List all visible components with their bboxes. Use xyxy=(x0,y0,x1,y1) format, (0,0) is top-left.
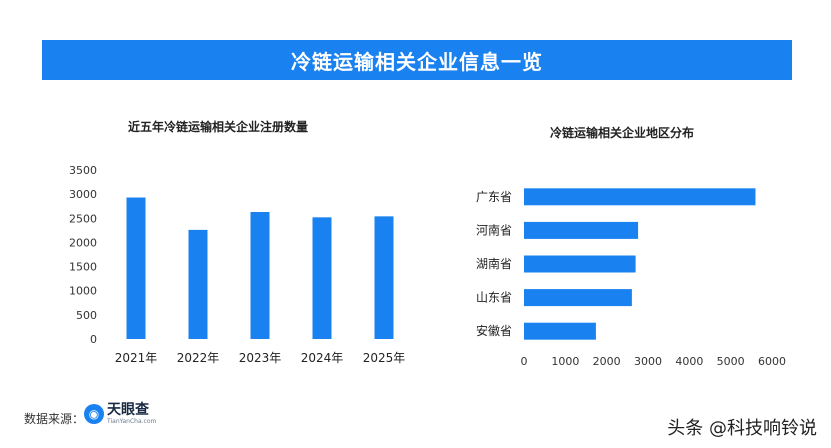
y-tick-label: 0 xyxy=(90,333,97,346)
y-category-label: 安徽省 xyxy=(476,323,512,338)
logo-name: 天眼查 xyxy=(107,402,149,418)
x-tick-label: 5000 xyxy=(717,355,745,368)
x-category-label: 2025年 xyxy=(363,351,406,365)
title-banner: 冷链运输相关企业信息一览 xyxy=(42,40,792,80)
left-chart-title: 近五年冷链运输相关企业注册数量 xyxy=(128,120,309,134)
y-tick-label: 2500 xyxy=(69,212,97,225)
x-category-label: 2021年 xyxy=(115,351,158,365)
y-category-label: 广东省 xyxy=(476,190,512,204)
x-category-label: 2023年 xyxy=(239,351,282,365)
y-tick-label: 3500 xyxy=(69,164,97,177)
bar xyxy=(312,217,332,339)
x-category-label: 2024年 xyxy=(301,351,344,365)
bar xyxy=(188,229,208,339)
bar xyxy=(524,188,756,206)
bar xyxy=(524,221,639,239)
bar xyxy=(524,255,636,273)
y-tick-label: 1500 xyxy=(69,261,97,274)
x-tick-label: 6000 xyxy=(758,355,786,368)
bar xyxy=(126,197,146,339)
watermark: 头条 @科技响铃说 xyxy=(667,418,817,439)
y-category-label: 山东省 xyxy=(476,291,512,305)
eye-logo-icon: ◉ xyxy=(84,404,104,424)
x-tick-label: 1000 xyxy=(551,355,579,368)
page-title: 冷链运输相关企业信息一览 xyxy=(291,49,543,74)
y-tick-label: 3000 xyxy=(69,188,97,201)
bar xyxy=(524,322,596,340)
bar xyxy=(524,289,632,307)
right-chart-title: 冷链运输相关企业地区分布 xyxy=(550,126,695,140)
bar xyxy=(374,216,394,339)
y-category-label: 湖南省 xyxy=(476,256,512,271)
y-tick-label: 500 xyxy=(76,309,97,322)
x-tick-label: 2000 xyxy=(593,355,621,368)
source-label: 数据来源： xyxy=(24,412,85,426)
logo-sub: TianYanCha.com xyxy=(107,418,157,425)
x-category-label: 2022年 xyxy=(177,351,220,365)
x-tick-label: 4000 xyxy=(675,355,703,368)
bar xyxy=(250,212,270,339)
x-tick-label: 3000 xyxy=(634,355,662,368)
x-tick-label: 0 xyxy=(521,355,528,368)
y-category-label: 河南省 xyxy=(476,222,512,237)
y-tick-label: 2000 xyxy=(69,236,97,249)
y-tick-label: 1000 xyxy=(69,285,97,298)
tianyancha-logo: ◉ 天眼查 TianYanCha.com xyxy=(84,403,156,425)
